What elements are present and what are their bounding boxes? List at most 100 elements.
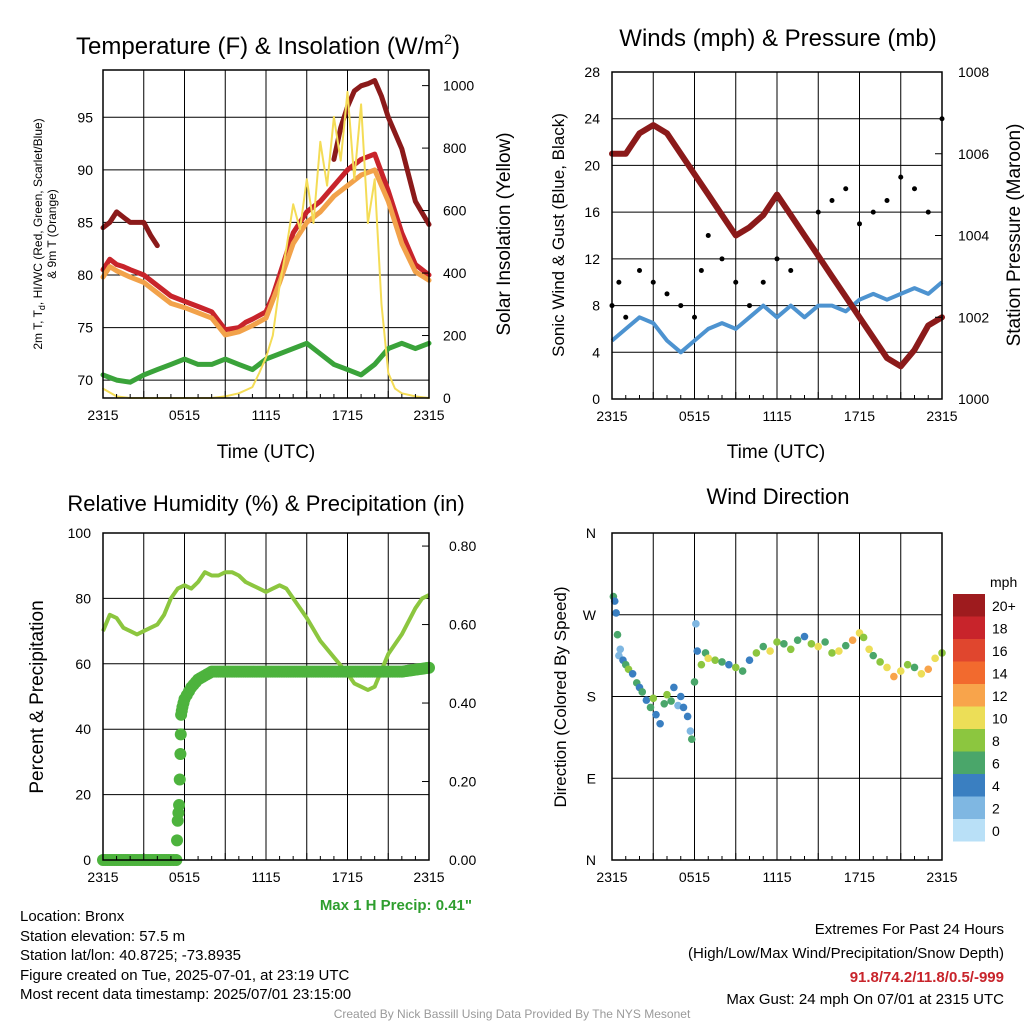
x-tick-label: 0515: [169, 869, 200, 885]
legend-swatch: [953, 796, 985, 819]
y-tick-label: 60: [75, 656, 91, 672]
credit-line: Created By Nick Bassill Using Data Provi…: [333, 1007, 691, 1021]
figure-created: Figure created on Tue, 2025-07-01, at 23…: [20, 966, 350, 984]
direction-point: [667, 697, 675, 705]
series-line: [100, 167, 432, 338]
gust-point: [698, 268, 704, 274]
y-tick-label: N: [586, 852, 596, 868]
gust-point: [678, 303, 684, 309]
direction-point: [676, 692, 685, 701]
pressure-line: [609, 122, 945, 370]
humidity-title: Relative Humidity (%) & Precipitation (i…: [67, 491, 464, 516]
x-tick-label: 2315: [926, 869, 957, 885]
y-tick-label: 24: [584, 111, 600, 127]
wind-direction-y-label: Direction (Colored By Speed): [551, 586, 570, 807]
temperature-y-left-label: 2m T, Td, HI/WC (Red, Green, Scarlet/Blu…: [31, 118, 47, 349]
extremes-subtitle: (High/Low/Max Wind/Precipitation/Snow De…: [688, 945, 1004, 962]
y2-tick-label: 600: [443, 203, 467, 219]
direction-point: [704, 654, 713, 663]
x-tick-label: 2315: [926, 408, 957, 424]
legend-swatch: [953, 819, 985, 842]
direction-point: [917, 669, 926, 678]
precip-point: [171, 834, 184, 847]
y2-tick-label: 1008: [958, 64, 989, 80]
winds-panel: Winds (mph) & Pressure (mb) 2315 0515 1115…: [549, 25, 1024, 463]
extremes-title: Extremes For Past 24 Hours: [814, 921, 1004, 938]
direction-point: [869, 651, 878, 660]
temperature-series: [100, 78, 432, 399]
x-tick-label: 1115: [251, 407, 280, 423]
extremes-values: 91.8/74.2/11.8/0.5/-999: [849, 969, 1004, 986]
direction-point: [821, 638, 829, 646]
legend-label: 18: [992, 621, 1008, 637]
direction-point: [679, 703, 688, 712]
y-tick-label: 90: [77, 162, 93, 178]
direction-point: [731, 663, 740, 672]
direction-point: [848, 636, 857, 644]
x-tick-label: 1715: [844, 408, 875, 424]
wind-line: [610, 280, 944, 355]
legend-swatch: [953, 639, 985, 662]
series-line: [102, 90, 430, 399]
legend-swatch: [953, 594, 985, 617]
direction-point: [793, 636, 802, 644]
y-tick-label: 95: [77, 109, 93, 125]
y2-tick-label: 0.40: [449, 695, 476, 711]
legend-label: 14: [992, 666, 1008, 682]
direction-point: [613, 630, 622, 639]
y-tick-label: 80: [75, 590, 91, 606]
humidity-gridlines: [103, 533, 429, 860]
direction-point: [683, 712, 692, 721]
gust-point: [898, 174, 904, 180]
legend-swatch: [953, 684, 985, 707]
x-tick-label: 2315: [596, 869, 627, 885]
legend-swatch: [953, 751, 985, 774]
precip-point: [173, 773, 186, 786]
direction-point: [773, 638, 781, 646]
gust-point: [925, 209, 931, 215]
recent-data-timestamp: Most recent data timestamp: 2025/07/01 2…: [20, 986, 352, 1003]
direction-point: [690, 678, 699, 686]
y-tick-label: 80: [77, 267, 93, 283]
direction-point: [642, 696, 651, 704]
direction-point: [931, 654, 939, 663]
winds-gridlines: [612, 72, 942, 399]
temperature-title: Temperature (F) & Insolation (W/m2): [76, 31, 460, 60]
direction-point: [638, 688, 647, 696]
winds-axes: 2315 0515 1115 1715 231504812162024281000100…: [584, 64, 989, 424]
legend-swatch: [953, 661, 985, 684]
direction-point: [859, 633, 868, 642]
x-tick-label: 1115: [251, 869, 280, 885]
y2-tick-label: 0.00: [449, 852, 476, 868]
legend-label: 0: [992, 823, 1000, 839]
gust-point: [705, 233, 711, 238]
x-tick-label: 2315: [87, 407, 118, 423]
x-tick-label: 1715: [332, 869, 363, 885]
wind-direction-points: [609, 592, 946, 743]
gust-point: [829, 197, 835, 203]
direction-point: [890, 672, 898, 681]
direction-point: [692, 620, 700, 628]
temperature-gridlines: [103, 70, 429, 398]
wind-direction-gridlines: [612, 533, 942, 860]
x-tick-label: 1115: [762, 869, 791, 885]
direction-point: [841, 641, 850, 650]
legend-label: 2: [992, 801, 1000, 817]
gust-point: [774, 256, 780, 262]
humidity-y-left-label: Percent & Precipitation: [27, 600, 48, 793]
y-tick-label: N: [586, 525, 596, 541]
temperature-x-label: Time (UTC): [217, 442, 316, 463]
y2-tick-label: 0.20: [449, 774, 476, 790]
direction-point: [924, 665, 933, 674]
y-tick-label: 8: [592, 298, 600, 314]
y-tick-label: S: [587, 689, 596, 705]
series-line: [100, 151, 432, 333]
y-tick-label: 0: [592, 391, 600, 407]
y2-tick-label: 1004: [958, 228, 989, 244]
gust-point: [788, 268, 794, 274]
direction-point: [835, 647, 843, 655]
direction-point: [780, 640, 788, 648]
y-tick-label: 40: [75, 721, 91, 737]
direction-point: [738, 667, 747, 675]
